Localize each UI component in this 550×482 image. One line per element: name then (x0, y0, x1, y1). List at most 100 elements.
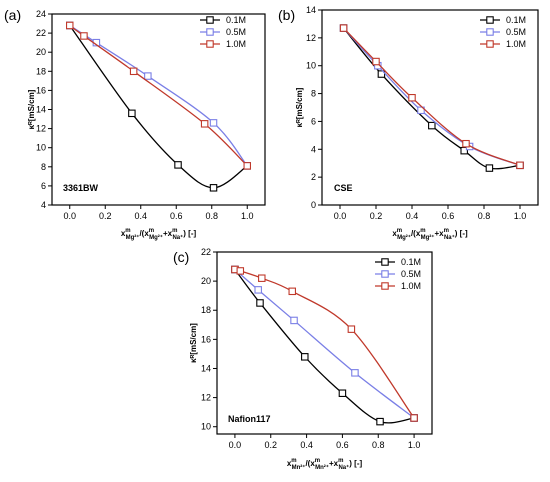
y-axis-title: κᴿ[mS/cm] (189, 323, 198, 363)
x-axis-title-part: Mg²⁺ (126, 234, 140, 241)
x-axis-title: xm Mg²⁺/(xm Mg²⁺+xm Na⁺) [-] (121, 228, 197, 241)
legend-label: 1.0M (226, 39, 246, 49)
y-tick-label: 4 (41, 200, 46, 210)
data-point (351, 369, 359, 377)
data-point (288, 287, 296, 296)
plot-frame (321, 9, 539, 206)
x-axis-title-part: m (444, 228, 449, 234)
legend-marker (486, 16, 494, 24)
x-axis-title-part: x (287, 459, 292, 468)
x-axis-title-part: /(x (305, 459, 315, 468)
x-tick-label: 0.4 (406, 211, 419, 221)
data-point (200, 120, 209, 128)
y-tick-label: 16 (201, 334, 211, 344)
x-axis-title-part: m (420, 228, 425, 234)
data-point (243, 162, 252, 170)
data-point (428, 121, 436, 130)
plot-frame (216, 251, 433, 435)
x-axis-title-part: /(x (411, 229, 421, 238)
y-axis-title: κᴿ[mS/cm] (295, 87, 304, 127)
x-axis-title-part: m (125, 228, 130, 234)
y-tick-label: 18 (201, 305, 211, 315)
legend-marker (206, 40, 214, 48)
data-point (376, 417, 384, 426)
legend-marker (206, 28, 214, 36)
data-point (256, 299, 264, 307)
series-line-1 (343, 27, 521, 166)
x-axis-title-part: x (392, 229, 397, 238)
x-tick-label: 1.0 (408, 440, 421, 450)
data-point (347, 325, 356, 333)
x-axis-title-part: x (121, 229, 126, 238)
legend-label: 0.1M (506, 15, 526, 25)
x-axis-title-part: m (172, 228, 177, 234)
data-point (254, 286, 262, 294)
y-tick-label: 4 (311, 144, 316, 154)
data-point (485, 164, 494, 172)
data-point (209, 184, 218, 192)
legend-marker (486, 40, 494, 48)
data-point (301, 353, 309, 361)
x-axis-title-part: ) [-] (349, 459, 362, 468)
x-axis-title: xm Mn²⁺/(xm Mn²⁺+xm Na⁺) [-] (287, 458, 363, 471)
x-tick-label: 0.0 (63, 211, 76, 221)
y-tick-label: 12 (306, 33, 316, 43)
sample-label: 3361BW (63, 183, 99, 193)
data-point (174, 161, 182, 169)
x-axis-title-part: Mn²⁺ (292, 464, 306, 471)
data-point (66, 21, 74, 30)
legend-label: 1.0M (401, 281, 421, 291)
data-point (410, 414, 418, 422)
legend-label: 0.5M (401, 269, 421, 279)
y-tick-label: 12 (36, 124, 46, 134)
y-tick-label: 0 (311, 200, 316, 210)
data-point (144, 72, 152, 80)
x-axis-title-part: Mg²⁺ (421, 234, 435, 241)
series-line-0 (69, 25, 248, 189)
data-point (129, 67, 138, 76)
data-point (209, 119, 218, 127)
x-tick-label: 0.2 (370, 211, 383, 221)
y-tick-label: 18 (36, 66, 46, 76)
x-tick-label: 0.6 (336, 440, 349, 450)
x-axis-title-part: m (338, 458, 343, 464)
x-tick-label: 0.4 (134, 211, 147, 221)
x-tick-label: 0.2 (99, 211, 112, 221)
y-tick-label: 6 (41, 181, 46, 191)
data-point (338, 389, 347, 397)
panel-label: (b) (278, 7, 295, 23)
data-point (80, 32, 88, 40)
x-tick-label: 0.8 (372, 440, 385, 450)
x-axis-title-part: /(x (139, 229, 149, 238)
legend-marker (381, 282, 389, 290)
x-tick-label: 0.8 (478, 211, 491, 221)
x-tick-label: 1.0 (241, 211, 254, 221)
y-tick-label: 24 (36, 9, 46, 19)
x-tick-label: 0.0 (334, 211, 347, 221)
data-point (408, 94, 416, 102)
sample-label: Nafion117 (228, 414, 271, 424)
y-tick-label: 14 (201, 363, 211, 373)
y-tick-label: 10 (201, 422, 211, 432)
x-tick-label: 0.2 (264, 440, 277, 450)
chart-panel-0: 0.0 0.2 0.4 0.6 0.8 1.0 4 6 8 10 12 14 16 18 20 22 24 (a)… (4, 7, 266, 241)
data-point (290, 316, 298, 325)
y-tick-label: 10 (306, 61, 316, 71)
chart-panel-2: 0.0 0.2 0.4 0.6 0.8 1.0 10 12 14 16 18 20 22 (c) Nafio… (173, 247, 433, 471)
data-point (377, 70, 386, 78)
y-tick-label: 2 (311, 172, 316, 182)
legend-marker (206, 16, 214, 24)
y-axis-title: κᴿ[mS/cm] (27, 89, 36, 129)
data-point (516, 161, 524, 170)
x-axis-title-part: m (291, 458, 296, 464)
x-axis-title-part: m (315, 458, 320, 464)
y-tick-label: 22 (36, 28, 46, 38)
legend-marker (486, 28, 494, 36)
panel-label: (c) (173, 249, 189, 265)
legend-label: 0.1M (401, 257, 421, 267)
x-tick-label: 0.8 (205, 211, 218, 221)
data-point (128, 109, 136, 118)
sample-label: CSE (334, 183, 353, 193)
y-tick-label: 8 (41, 162, 46, 172)
